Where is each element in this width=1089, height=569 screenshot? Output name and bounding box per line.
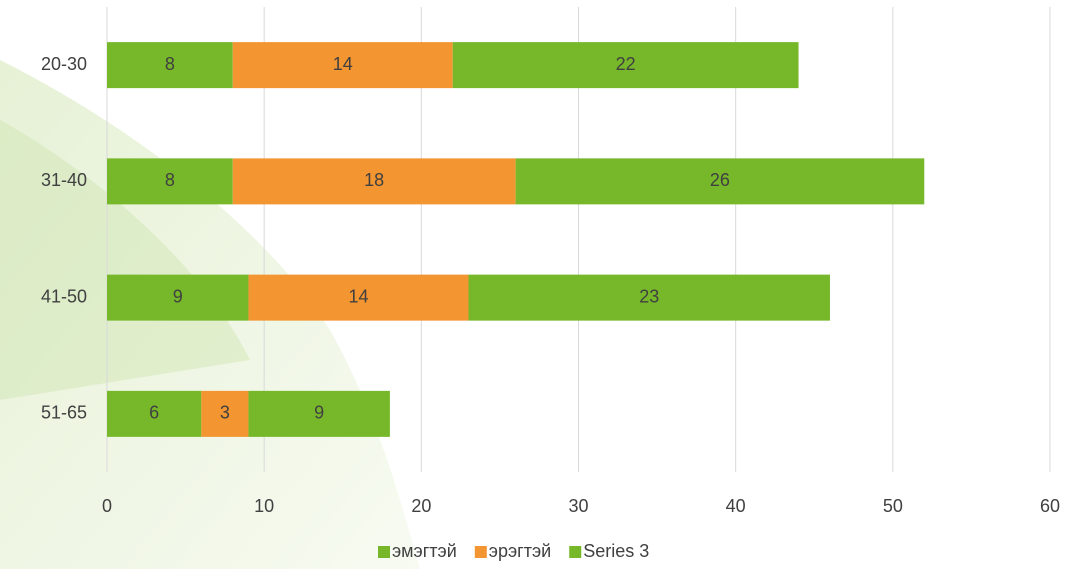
data-label: 14 — [333, 54, 353, 74]
x-tick-label: 50 — [883, 496, 903, 516]
data-label: 9 — [314, 403, 324, 423]
legend-label: эмэгтэй — [392, 541, 457, 561]
data-label: 14 — [348, 286, 368, 306]
x-tick-label: 60 — [1040, 496, 1060, 516]
y-tick-label: 41-50 — [41, 286, 87, 306]
chart: 0 10 20 30 40 50 60 20-30 8 14 22 31-40 8 18 26 41-50 9 1… — [0, 0, 1089, 569]
y-tick-label: 31-40 — [41, 170, 87, 190]
legend-label: Series 3 — [583, 541, 649, 561]
x-tick-label: 20 — [411, 496, 431, 516]
legend-label: эрэгтэй — [489, 541, 551, 561]
data-label: 18 — [364, 170, 384, 190]
data-label: 9 — [173, 286, 183, 306]
data-label: 26 — [710, 170, 730, 190]
legend-swatch — [378, 546, 390, 558]
data-label: 3 — [220, 403, 230, 423]
data-label: 8 — [165, 170, 175, 190]
data-label: 22 — [616, 54, 636, 74]
y-tick-label: 51-65 — [41, 403, 87, 423]
x-tick-label: 10 — [254, 496, 274, 516]
legend-swatch — [475, 546, 487, 558]
y-tick-label: 20-30 — [41, 54, 87, 74]
x-tick-label: 30 — [568, 496, 588, 516]
data-label: 6 — [149, 403, 159, 423]
data-label: 8 — [165, 54, 175, 74]
data-label: 23 — [639, 286, 659, 306]
legend-swatch — [569, 546, 581, 558]
x-tick-label: 40 — [726, 496, 746, 516]
x-tick-label: 0 — [102, 496, 112, 516]
